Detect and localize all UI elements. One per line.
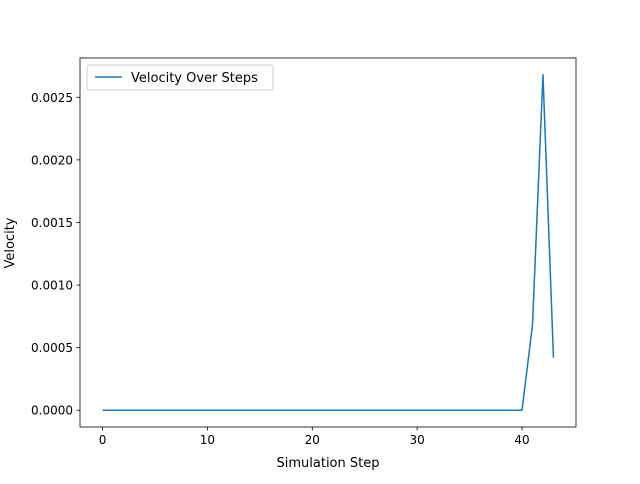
legend-box bbox=[86, 64, 274, 91]
y-tick-label: 0.0015 bbox=[31, 216, 73, 230]
legend: Velocity Over Steps bbox=[86, 64, 274, 91]
legend-label: Velocity Over Steps bbox=[131, 71, 258, 86]
y-tick-label: 0.0010 bbox=[31, 279, 73, 293]
x-tick-label: 10 bbox=[200, 433, 215, 447]
plot-area-background bbox=[80, 58, 576, 427]
x-tick-label: 40 bbox=[514, 433, 529, 447]
plot-area-frame bbox=[79, 57, 577, 428]
y-tick-label: 0.0000 bbox=[31, 404, 73, 418]
y-tick-label: 0.0020 bbox=[31, 153, 73, 167]
y-tick-label: 0.0005 bbox=[31, 341, 73, 355]
y-axis-ticks: 0.0000 0.0005 0.0010 0.0015 0.0020 0.0025 bbox=[31, 91, 80, 418]
series-line bbox=[102, 74, 555, 411]
x-tick-label: 0 bbox=[99, 433, 107, 447]
x-axis-ticks: 0 10 20 30 40 bbox=[99, 427, 530, 447]
series-lines bbox=[102, 74, 555, 411]
y-tick-label: 0.0025 bbox=[31, 91, 73, 105]
x-axis-label: Simulation Step bbox=[277, 456, 380, 471]
y-axis-label: Velocity bbox=[3, 217, 18, 268]
x-tick-label: 20 bbox=[305, 433, 320, 447]
x-tick-label: 30 bbox=[409, 433, 424, 447]
